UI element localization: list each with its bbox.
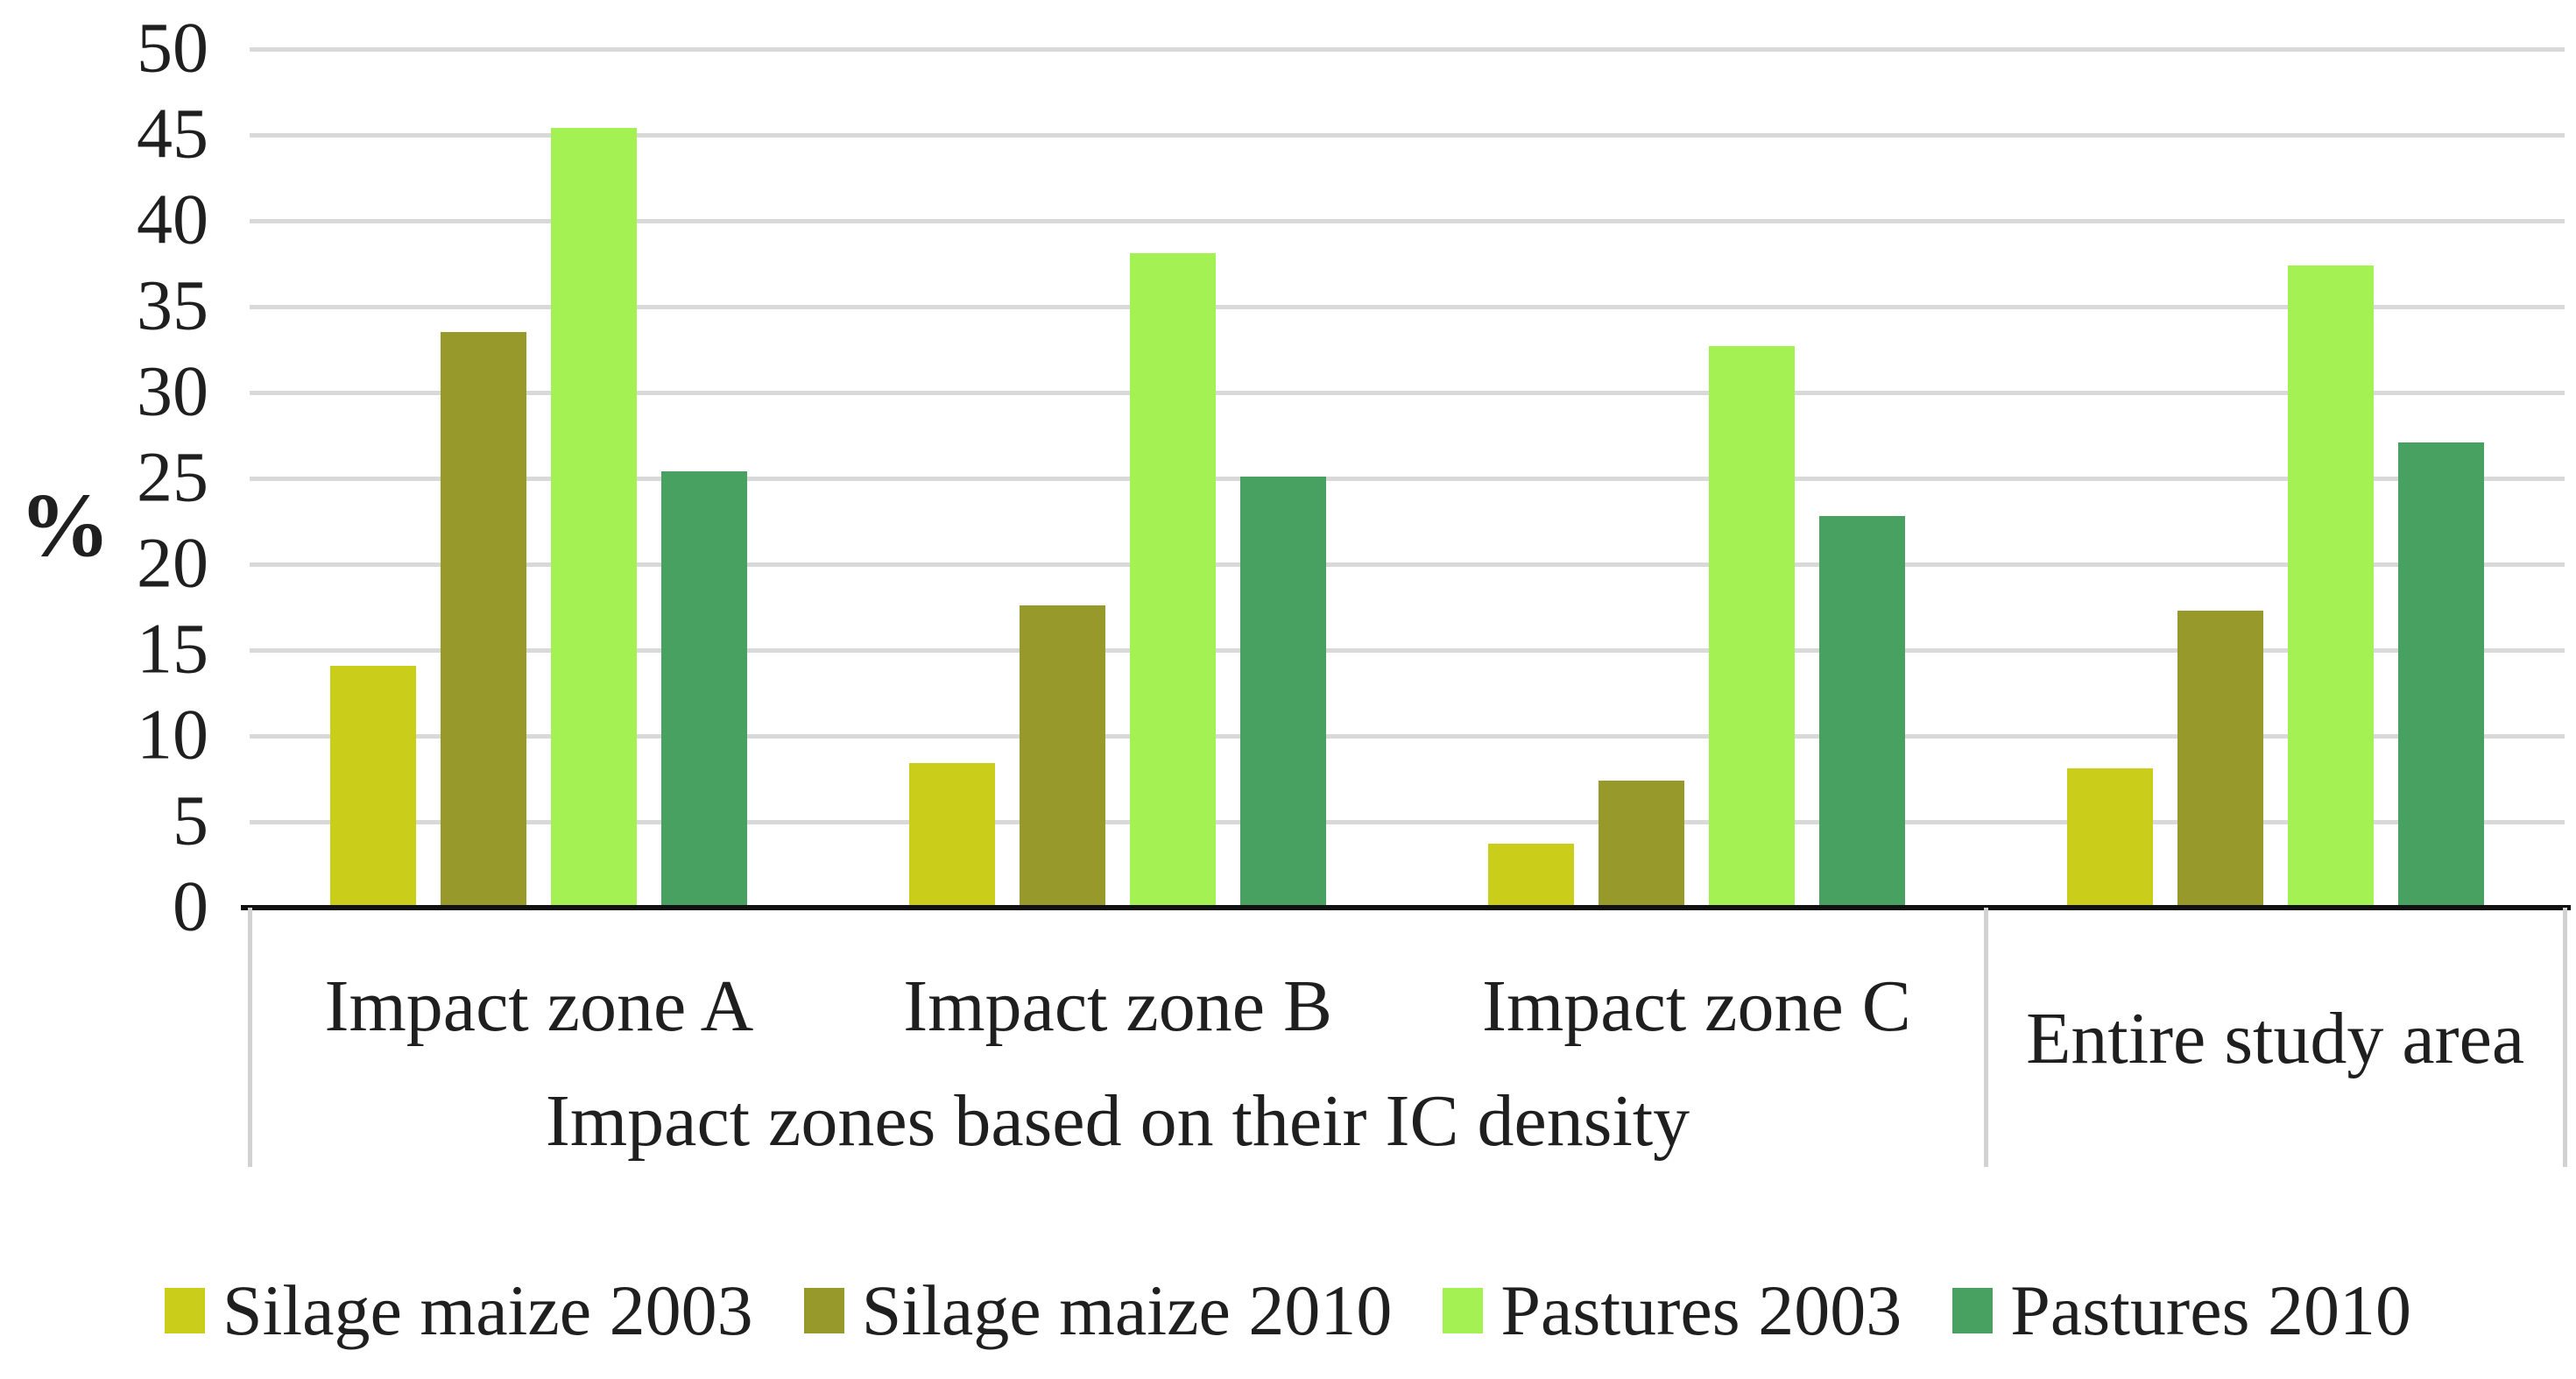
y-tick-10: 10 xyxy=(137,694,208,774)
category-label-2: Impact zone B xyxy=(903,965,1333,1047)
y-tick-5: 5 xyxy=(173,780,208,860)
bar-pastures-2003-4 xyxy=(2287,265,2374,908)
y-tick-20: 20 xyxy=(137,522,208,603)
legend-item-silage-maize-2010: Silage maize 2010 xyxy=(803,1270,1393,1350)
gridline-5 xyxy=(250,819,2565,824)
bar-silage-maize-2010-2 xyxy=(1020,605,1106,908)
bar-pastures-2010-3 xyxy=(1818,516,1905,908)
bar-pastures-2010-2 xyxy=(1240,477,1327,908)
bar-pastures-2003-1 xyxy=(551,128,638,908)
bar-group-2 xyxy=(829,49,1408,908)
bar-silage-maize-2010-1 xyxy=(441,332,527,908)
y-axis-ticks: 0 5 10 15 20 25 30 35 40 45 50 xyxy=(0,11,208,942)
y-tick-15: 15 xyxy=(137,608,208,689)
category-divider-2 xyxy=(1983,908,1988,1167)
legend-label: Pastures 2003 xyxy=(1500,1270,1902,1350)
y-tick-0: 0 xyxy=(173,866,208,946)
gridline-50 xyxy=(250,46,2565,52)
gridline-20 xyxy=(250,562,2565,567)
legend-swatch-icon xyxy=(1952,1288,1994,1333)
bar-pastures-2003-2 xyxy=(1130,253,1217,908)
legend-label: Silage maize 2010 xyxy=(861,1270,1393,1350)
legend-swatch-icon xyxy=(1443,1288,1484,1333)
legend-item-silage-maize-2003: Silage maize 2003 xyxy=(164,1270,753,1350)
bar-group-1 xyxy=(250,49,829,908)
y-tick-30: 30 xyxy=(137,350,208,431)
category-label-4: Entire study area xyxy=(2026,998,2525,1079)
gridline-35 xyxy=(250,304,2565,309)
category-label-3: Impact zone C xyxy=(1481,965,1911,1047)
x-axis-title: Impact zones based on their IC density xyxy=(545,1080,1690,1162)
gridline-45 xyxy=(250,132,2565,138)
y-tick-35: 35 xyxy=(137,265,208,345)
bar-silage-maize-2003-2 xyxy=(909,763,996,908)
legend-swatch-icon xyxy=(803,1288,844,1333)
y-tick-45: 45 xyxy=(137,93,208,173)
bar-silage-maize-2003-3 xyxy=(1487,844,1574,908)
y-tick-50: 50 xyxy=(137,7,208,88)
bar-silage-maize-2010-4 xyxy=(2177,610,2263,908)
legend-item-pastures-2003: Pastures 2003 xyxy=(1443,1275,1902,1347)
y-axis-label: % xyxy=(19,475,110,576)
bar-pastures-2003-3 xyxy=(1708,346,1795,908)
category-divider-3 xyxy=(2562,908,2567,1167)
bar-silage-maize-2010-3 xyxy=(1598,780,1684,908)
bar-silage-maize-2003-1 xyxy=(330,665,417,908)
y-tick-40: 40 xyxy=(137,179,208,259)
y-tick-25: 25 xyxy=(137,436,208,517)
legend-label: Pastures 2010 xyxy=(2010,1270,2412,1350)
legend-label: Silage maize 2003 xyxy=(222,1270,753,1350)
gridline-25 xyxy=(250,476,2565,481)
bar-group-3 xyxy=(1408,49,1987,908)
category-label-1: Impact zone A xyxy=(324,965,754,1047)
legend-item-pastures-2010: Pastures 2010 xyxy=(1952,1275,2411,1347)
gridline-40 xyxy=(250,218,2565,223)
bar-pastures-2010-1 xyxy=(661,471,748,908)
legend: Silage maize 2003 Silage maize 2010 Pastur… xyxy=(0,1275,2576,1347)
gridline-10 xyxy=(250,733,2565,739)
gridline-30 xyxy=(250,390,2565,395)
bar-pastures-2010-4 xyxy=(2397,442,2484,908)
gridline-15 xyxy=(250,647,2565,653)
plot-area xyxy=(250,46,2565,908)
bar-group-4 xyxy=(1986,49,2565,908)
x-axis-line xyxy=(241,905,2571,910)
legend-swatch-icon xyxy=(164,1288,205,1333)
bar-silage-maize-2003-4 xyxy=(2066,768,2153,908)
category-divider-1 xyxy=(247,908,252,1167)
